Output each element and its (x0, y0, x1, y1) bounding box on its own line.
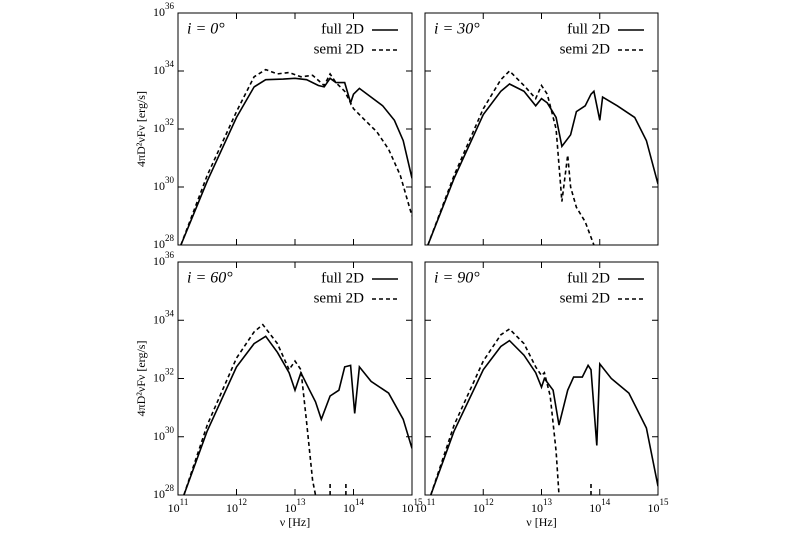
x-tick-label: 1014 (589, 497, 611, 515)
panel-title: i = 30° (434, 21, 480, 38)
x-axis-label: ν [Hz] (280, 515, 310, 529)
x-tick-label: 1013 (285, 497, 307, 515)
series-line (180, 68, 412, 245)
y-tick-label: 1028 (153, 483, 175, 501)
legend-label: full 2D (321, 270, 364, 286)
legend-label: full 2D (321, 21, 364, 37)
series-line (430, 327, 592, 495)
series-line (427, 83, 658, 245)
x-tick-label: 1012 (473, 497, 494, 515)
panel-title: i = 0° (187, 21, 225, 38)
y-tick-label: 1028 (153, 233, 175, 251)
y-tick-label: 1034 (153, 308, 175, 326)
x-tick-label: 1012 (226, 497, 247, 515)
panel-title: i = 90° (434, 270, 480, 287)
plot-frame (177, 12, 413, 246)
plot-frame (424, 12, 659, 246)
legend-label: full 2D (567, 270, 610, 286)
legend-label: semi 2D (560, 41, 611, 57)
y-tick-label: 1036 (153, 250, 175, 268)
x-tick-label: 1011 (168, 497, 189, 515)
y-tick-label: 1030 (153, 425, 175, 443)
panel-title: i = 60° (187, 270, 233, 287)
x-tick-label: 1011 (415, 497, 436, 515)
y-axis-label: 4πD²νFν [erg/s] (134, 91, 148, 167)
y-tick-label: 1030 (153, 175, 175, 193)
series-line (183, 335, 412, 495)
series-line (180, 77, 412, 245)
series-line (427, 69, 595, 245)
y-tick-label: 1032 (153, 367, 174, 385)
legend-label: full 2D (567, 21, 610, 37)
legend-label: semi 2D (560, 290, 611, 306)
series-line (430, 339, 658, 495)
x-tick-label: 1015 (648, 497, 670, 515)
x-tick-label: 1015 (402, 497, 424, 515)
plot-frame (424, 261, 659, 496)
plot-frame (177, 261, 413, 496)
y-tick-label: 1034 (153, 59, 175, 77)
x-axis-label: ν [Hz] (526, 515, 556, 529)
legend-label: semi 2D (314, 290, 365, 306)
y-tick-label: 1032 (153, 117, 174, 135)
y-axis-label: 4πD²νFν [erg/s] (134, 341, 148, 417)
x-tick-label: 1013 (531, 497, 553, 515)
y-tick-label: 1036 (153, 1, 175, 19)
series-line (183, 323, 347, 495)
legend-label: semi 2D (314, 41, 365, 57)
x-tick-label: 1014 (343, 497, 365, 515)
